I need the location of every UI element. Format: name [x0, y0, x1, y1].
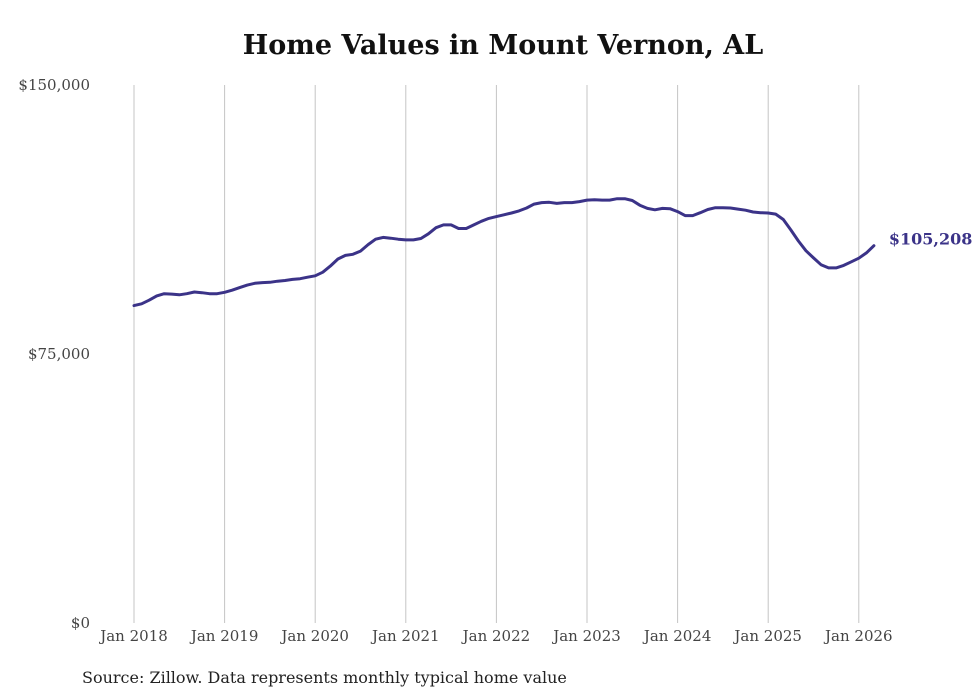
y-tick-label: $75,000 — [28, 345, 90, 363]
gridlines — [133, 85, 860, 623]
x-tick-label: Jan 2018 — [98, 627, 168, 645]
chart-title: Home Values in Mount Vernon, AL — [242, 30, 764, 61]
y-axis-ticks: $0 $75,000 $150,000 — [18, 76, 90, 632]
x-tick-label: Jan 2021 — [370, 627, 440, 645]
y-tick-label: $0 — [71, 614, 90, 632]
end-value-label: $105,208 — [889, 230, 973, 249]
y-tick-label: $150,000 — [18, 76, 90, 94]
source-note: Source: Zillow. Data represents monthly … — [82, 668, 567, 687]
x-tick-label: Jan 2025 — [732, 627, 802, 645]
x-tick-label: Jan 2023 — [551, 627, 621, 645]
x-tick-label: Jan 2019 — [189, 627, 259, 645]
x-tick-label: Jan 2022 — [461, 627, 531, 645]
x-tick-label: Jan 2020 — [279, 627, 349, 645]
x-axis-ticks: Jan 2018 Jan 2019 Jan 2020 Jan 2021 Jan 2022… — [98, 627, 892, 645]
series-line-home-value — [132, 197, 876, 308]
x-tick-label: Jan 2026 — [823, 627, 893, 645]
x-tick-label: Jan 2024 — [642, 627, 712, 645]
